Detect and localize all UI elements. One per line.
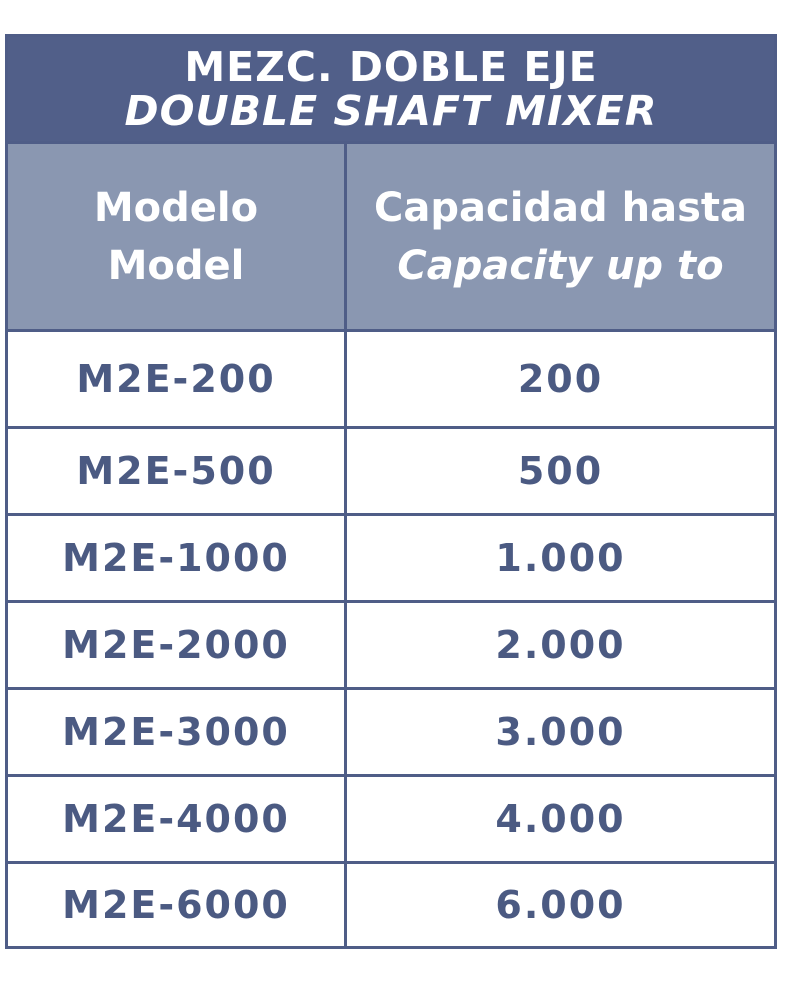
capacity-cell: 2.000 [347,603,774,687]
table-title: MEZC. DOBLE EJE DOUBLE SHAFT MIXER [8,37,774,141]
header-spanish: Modelo [93,184,259,231]
header-spanish: Capacidad hasta [374,184,747,231]
header-row: Modelo Model Capacidad hasta Capacity up… [8,144,774,329]
header-cell: Capacidad hasta Capacity up to [347,144,774,329]
capacity-cell: 3.000 [347,690,774,774]
capacity-cell: 4.000 [347,777,774,861]
table-row: M2E-1000 1.000 [8,516,774,600]
header-english: Model [107,242,245,289]
title-spanish: MEZC. DOBLE EJE [184,43,598,91]
model-cell: M2E-6000 [8,864,344,946]
header-english: Capacity up to [397,242,724,289]
capacity-cell: 1.000 [347,516,774,600]
capacity-cell: 500 [347,429,774,513]
capacity-cell: 200 [347,332,774,426]
table-row: M2E-3000 3.000 [8,690,774,774]
model-cell: M2E-1000 [8,516,344,600]
table-row: M2E-200 200 [8,332,774,426]
model-cell: M2E-200 [8,332,344,426]
title-english: DOUBLE SHAFT MIXER [124,87,658,135]
table-row: M2E-4000 4.000 [8,777,774,861]
model-cell: M2E-2000 [8,603,344,687]
model-cell: M2E-500 [8,429,344,513]
table-row: M2E-6000 6.000 [8,864,774,946]
model-cell: M2E-4000 [8,777,344,861]
model-cell: M2E-3000 [8,690,344,774]
table-row: M2E-2000 2.000 [8,603,774,687]
table-row: M2E-500 500 [8,429,774,513]
spec-table: MEZC. DOBLE EJE DOUBLE SHAFT MIXER Model… [5,34,777,949]
capacity-cell: 6.000 [347,864,774,946]
header-cell: Modelo Model [8,144,344,329]
